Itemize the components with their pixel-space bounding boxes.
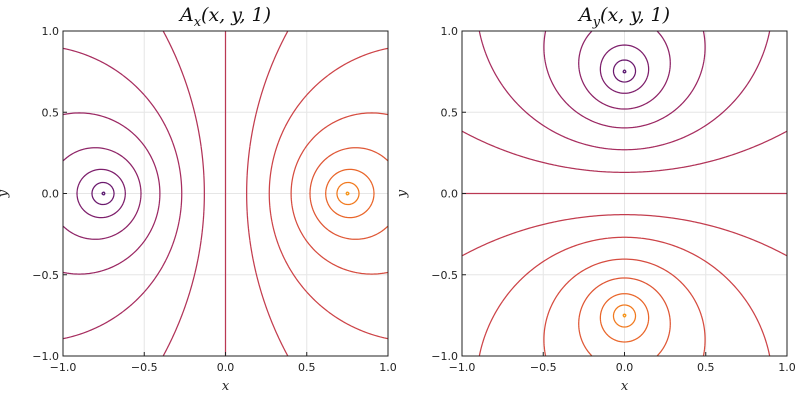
y-tick-label: 0.5: [441, 106, 459, 119]
x-tick-label: 1.0: [379, 361, 397, 374]
y-tick-label: −1.0: [32, 350, 59, 363]
x-tick-label: 0.5: [298, 361, 316, 374]
contour-panel-ax: −1.0−0.50.00.51.0−1.0−0.50.00.51.0xyAx(x…: [0, 4, 397, 394]
x-tick-label: −0.5: [530, 361, 557, 374]
chart-title-base: A: [577, 4, 593, 26]
y-tick-label: 0.0: [42, 188, 60, 201]
y-tick-label: 1.0: [441, 25, 459, 38]
contour-panel-ay: −1.0 −0.5 0.0 0.5 1.0−1.0−0.50.00.51.0xyAy(x…: [395, 4, 796, 394]
x-axis-label: x: [621, 379, 629, 394]
x-tick-label: 0.0: [616, 361, 634, 374]
chart-title: Ay(x, y, 1): [577, 4, 670, 30]
x-tick-label: 1.0: [778, 361, 796, 374]
x-axis-label: x: [222, 379, 230, 394]
chart-title-args: (x, y, 1): [600, 4, 670, 26]
y-tick-label: 0.5: [42, 106, 60, 119]
y-tick-label: 1.0: [42, 25, 60, 38]
x-tick-label: 0.5: [697, 361, 715, 374]
chart-title: Ax(x, y, 1): [178, 4, 271, 30]
x-tick-label: −0.5: [131, 361, 158, 374]
y-axis-label: y: [0, 189, 11, 198]
y-tick-label: 0.0: [441, 188, 459, 201]
chart-title-base: A: [178, 4, 194, 26]
y-tick-label: −0.5: [431, 269, 458, 282]
y-tick-label: −0.5: [32, 269, 59, 282]
y-tick-label: −1.0: [431, 350, 458, 363]
chart-title-args: (x, y, 1): [201, 4, 271, 26]
y-axis-label: y: [395, 189, 410, 198]
x-tick-label: 0.0: [217, 361, 235, 374]
